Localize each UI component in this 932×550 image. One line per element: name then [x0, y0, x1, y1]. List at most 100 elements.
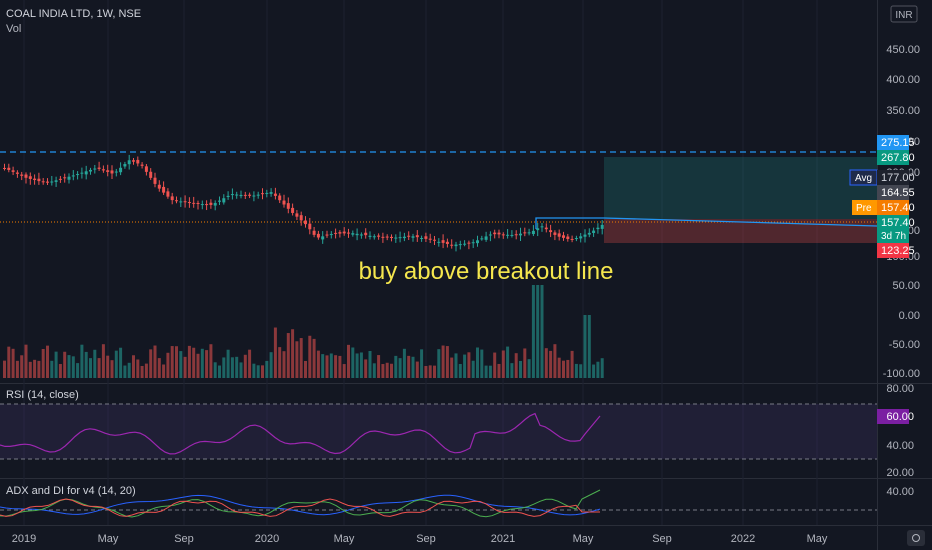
candle-body — [114, 171, 118, 173]
candle-body — [58, 178, 62, 180]
price-label-pre[interactable]: Pre 157.40 — [852, 200, 915, 215]
candle-body — [506, 234, 510, 236]
candle-body — [299, 215, 303, 221]
price-label-breakout[interactable]: 164.55 — [877, 185, 915, 200]
candle-body — [372, 236, 376, 238]
volume-bar — [402, 348, 406, 378]
volume-bar — [347, 344, 350, 378]
volume-bar — [67, 355, 71, 378]
volume-bar — [596, 361, 600, 378]
candle-body — [24, 174, 28, 178]
candle-body — [144, 166, 148, 172]
candle-body — [37, 178, 41, 182]
candle-body — [338, 232, 342, 234]
loss-zone[interactable] — [604, 219, 877, 243]
volume-bar — [46, 345, 49, 378]
time-axis[interactable]: 2019 May Sep 2020 May Sep 2021 May Sep 2022 May — [12, 533, 828, 545]
volume-bar — [63, 351, 67, 378]
volume-bar — [269, 352, 273, 378]
time-tick-label: 2022 — [731, 533, 755, 545]
volume-bar — [476, 347, 479, 378]
volume-bar — [213, 362, 217, 378]
currency-box[interactable] — [890, 5, 918, 23]
candle-body — [20, 174, 24, 176]
gear-icon — [912, 534, 920, 542]
candle-body — [183, 201, 187, 203]
time-tick-label: 2020 — [255, 533, 279, 545]
di-minus-line[interactable] — [0, 498, 600, 517]
candle-body — [415, 235, 419, 238]
candle-body — [501, 234, 505, 236]
volume-bar — [540, 285, 544, 378]
candle-body — [402, 236, 406, 239]
volume-bar — [243, 354, 247, 378]
volume-bar — [562, 360, 565, 378]
volume-bar — [41, 348, 45, 378]
candle-body — [15, 172, 19, 174]
breakout-trendline[interactable] — [535, 217, 878, 229]
price-pane[interactable] — [0, 0, 877, 383]
tick-label: 0.00 — [899, 310, 920, 322]
volume-bar — [76, 363, 80, 378]
volume-bar — [239, 362, 243, 378]
volume-bar — [381, 364, 385, 378]
candle-body — [41, 181, 45, 183]
adx-line[interactable] — [0, 494, 601, 516]
price-label-avg[interactable]: Avg 177.00 — [849, 169, 915, 186]
volume-bar — [308, 335, 312, 378]
price-label-stop[interactable]: 123.25 — [877, 243, 915, 258]
volume-bar — [493, 352, 497, 378]
candle-body — [445, 241, 449, 244]
candle-body — [420, 238, 424, 240]
volume-bar — [570, 350, 574, 378]
candle-body — [514, 234, 518, 236]
volume-bar — [433, 365, 436, 378]
currency-label[interactable]: INR — [895, 10, 912, 21]
candle-body — [359, 234, 363, 236]
di-plus-line[interactable] — [0, 489, 601, 518]
candle-body — [390, 236, 393, 238]
avg-prefix: Avg — [855, 173, 872, 184]
price-label-last[interactable]: 157.40 3d 7h — [877, 215, 915, 243]
candle-body — [553, 232, 557, 235]
profit-zone[interactable] — [604, 157, 877, 219]
volume-bar — [583, 315, 587, 378]
price-label-profit[interactable]: 267.80 — [877, 150, 915, 165]
volume-bar — [166, 352, 170, 378]
volume-bar — [458, 363, 462, 378]
volume-bar — [230, 357, 234, 378]
candle-body — [347, 232, 350, 234]
candle-body — [441, 240, 445, 243]
settings-icon[interactable] — [907, 530, 925, 546]
volume-bar — [488, 365, 492, 378]
volume-bar — [101, 344, 105, 378]
volume-bar — [20, 355, 24, 378]
volume-bar — [119, 347, 123, 378]
candle-body — [471, 242, 475, 244]
rsi-value-label[interactable] — [877, 409, 909, 424]
volume-bar — [506, 346, 510, 378]
candle-body — [454, 244, 458, 247]
candle-body — [265, 192, 269, 194]
annotation-text[interactable]: buy above breakout line — [359, 258, 614, 285]
volume-bar — [351, 347, 355, 378]
candle-body — [273, 193, 277, 196]
volume-bar — [364, 359, 368, 378]
volume-bar — [587, 315, 591, 378]
candle-body — [136, 159, 140, 164]
price-label-target[interactable]: 275.15 — [877, 135, 915, 150]
volume-bar — [175, 346, 178, 378]
rsi-line[interactable] — [0, 412, 601, 455]
candle-body — [175, 200, 178, 202]
volume-bar — [222, 357, 226, 378]
candle-body — [200, 204, 204, 206]
volume-bar — [510, 363, 514, 378]
volume-bar — [11, 348, 15, 378]
volume-bar — [325, 355, 329, 378]
volume-bar — [592, 364, 596, 378]
candle-body — [549, 230, 553, 233]
tick-label: 450.00 — [886, 44, 920, 56]
candle-body — [93, 168, 97, 170]
rsi-tick: 80.00 — [886, 383, 914, 395]
